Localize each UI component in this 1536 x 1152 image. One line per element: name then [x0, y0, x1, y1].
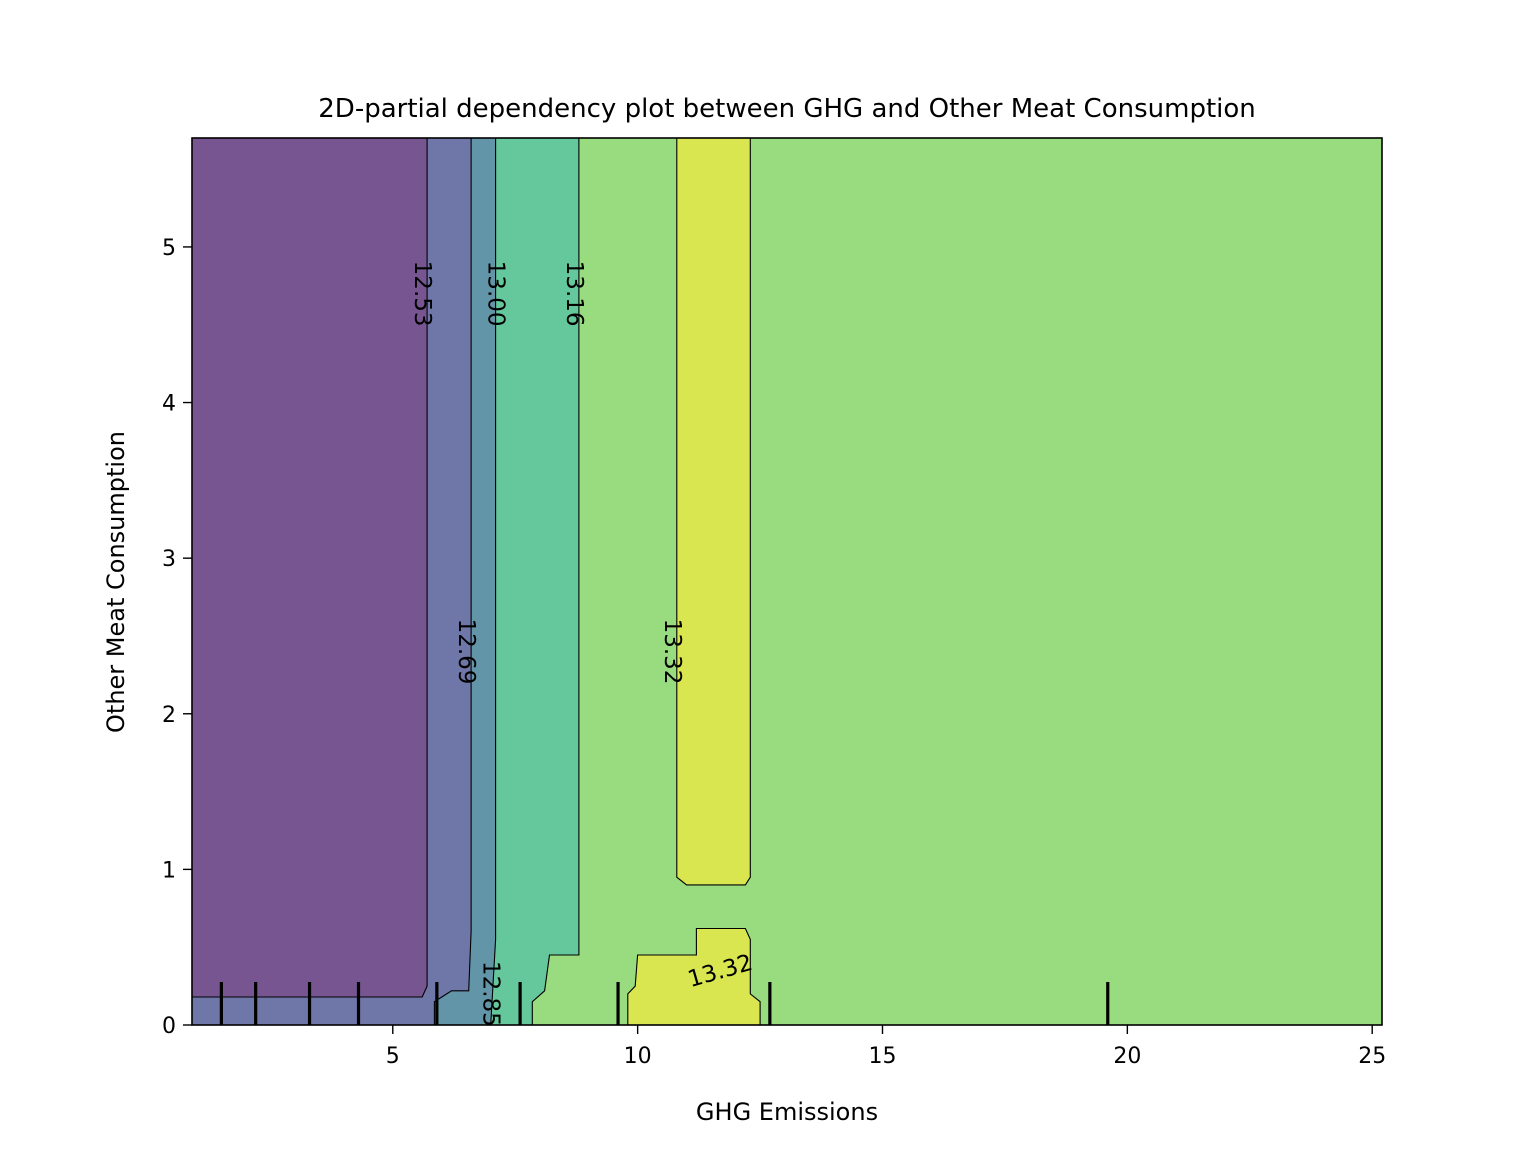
y-tick-label: 1 [162, 858, 176, 883]
contour-line [490, 138, 497, 1026]
x-axis-label: GHG Emissions [696, 1098, 878, 1126]
contour-label: 12.53 [409, 261, 435, 327]
chart-title: 2D-partial dependency plot between GHG a… [318, 94, 1256, 124]
contour-band [192, 138, 428, 997]
contour-regions [192, 138, 1382, 1025]
contour-line [531, 138, 580, 1025]
y-tick-label: 0 [162, 1014, 176, 1039]
contour-label-group: 13.16 [561, 261, 587, 327]
contour-band [192, 138, 472, 1025]
contour-band [676, 138, 751, 885]
y-axis-ticks: 0 1 2 3 4 5 [162, 236, 192, 1039]
y-axis-label: Other Meat Consumption [102, 431, 130, 733]
x-tick-label: 25 [1358, 1044, 1386, 1069]
contour-label-group: 12.53 [409, 261, 435, 327]
contour-line [627, 927, 761, 1025]
y-tick-label: 2 [162, 703, 176, 728]
contour-label-group: 13.32 [659, 619, 685, 685]
contour-line [192, 138, 428, 998]
contour-band [627, 928, 761, 1025]
x-tick-label: 10 [624, 1044, 652, 1069]
x-tick-label: 15 [868, 1044, 896, 1069]
contour-band [490, 138, 579, 1025]
decile-rug [219, 982, 1110, 1025]
contour-line [676, 138, 751, 886]
y-tick-label: 3 [162, 547, 176, 572]
x-tick-label: 5 [386, 1044, 400, 1069]
y-tick-label: 5 [162, 236, 176, 261]
contour-label: 13.16 [561, 261, 587, 327]
contour-label-group: 12.85 [478, 961, 504, 1027]
x-tick-label: 20 [1113, 1044, 1141, 1069]
contour-label: 12.69 [453, 619, 479, 685]
contour-label-group: 13.00 [483, 261, 509, 327]
plot-frame [191, 137, 1383, 1026]
contour-line [433, 138, 472, 1025]
contour-label: 13.00 [483, 261, 509, 327]
contour-label-group: 12.69 [453, 619, 479, 685]
x-axis-ticks: 5 10 15 20 25 [386, 1025, 1386, 1069]
contour-label: 12.85 [478, 961, 504, 1027]
y-tick-label: 4 [162, 392, 176, 417]
contour-lines [192, 138, 761, 1026]
contour-label: 13.32 [659, 619, 685, 685]
contour-band [434, 138, 496, 1025]
